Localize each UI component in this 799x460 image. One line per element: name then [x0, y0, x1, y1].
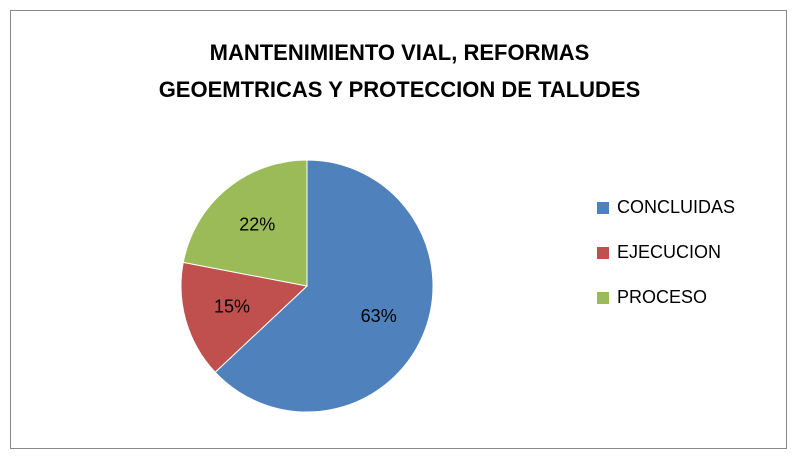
legend-label: EJECUCION: [617, 242, 721, 262]
legend-label: CONCLUIDAS: [617, 197, 735, 217]
legend-swatch: [597, 292, 609, 304]
pie-slice: [214, 159, 434, 413]
chart-frame: [10, 10, 787, 449]
legend-label: PROCESO: [617, 287, 707, 307]
legend-swatch: [597, 202, 609, 214]
data-label: 15%: [214, 297, 250, 317]
data-label: 22%: [239, 215, 275, 235]
chart-title: MANTENIMIENTO VIAL, REFORMAS GEOEMTRICAS…: [158, 40, 641, 102]
pie-slice: [180, 261, 309, 373]
legend-swatch: [597, 247, 609, 259]
pie-slice: [182, 159, 308, 287]
data-label: 63%: [361, 306, 397, 326]
